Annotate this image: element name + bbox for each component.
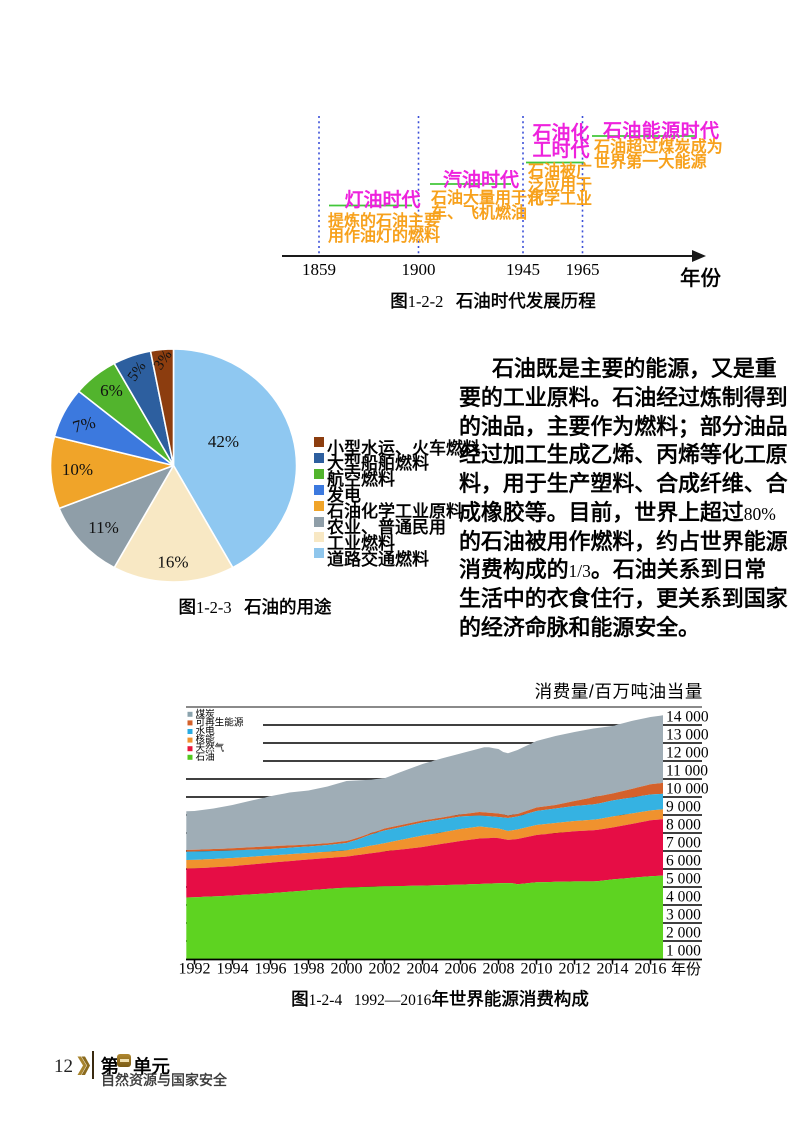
svg-text:8 000: 8 000 xyxy=(666,817,701,834)
svg-text:天然气: 天然气 xyxy=(196,742,225,754)
svg-text:核能: 核能 xyxy=(196,734,216,746)
svg-text:2002: 2002 xyxy=(369,961,401,978)
svg-text:1 000: 1 000 xyxy=(666,943,701,960)
svg-text:水电: 水电 xyxy=(196,725,216,737)
svg-text:42%: 42% xyxy=(208,432,239,451)
svg-text:6 000: 6 000 xyxy=(666,853,701,870)
svg-text:1994: 1994 xyxy=(217,961,249,978)
svg-text:13 000: 13 000 xyxy=(666,727,709,744)
svg-text:2012: 2012 xyxy=(559,961,591,978)
svg-text:2006: 2006 xyxy=(445,961,477,978)
svg-text:16%: 16% xyxy=(157,553,188,572)
svg-text:3 000: 3 000 xyxy=(666,907,701,924)
svg-text:可再生能源: 可再生能源 xyxy=(196,716,244,728)
svg-text:1996: 1996 xyxy=(255,961,287,978)
svg-text:2 000: 2 000 xyxy=(666,925,701,942)
svg-text:年份: 年份 xyxy=(671,961,701,978)
svg-text:2010: 2010 xyxy=(521,961,553,978)
svg-text:煤炭: 煤炭 xyxy=(196,708,216,720)
svg-text:2004: 2004 xyxy=(407,961,439,978)
svg-text:2014: 2014 xyxy=(597,961,629,978)
svg-text:11%: 11% xyxy=(88,518,119,537)
svg-text:4 000: 4 000 xyxy=(666,889,701,906)
svg-text:5 000: 5 000 xyxy=(666,871,701,888)
svg-text:2000: 2000 xyxy=(331,961,363,978)
svg-text:2008: 2008 xyxy=(483,961,515,978)
svg-text:14 000: 14 000 xyxy=(666,709,709,726)
svg-text:7 000: 7 000 xyxy=(666,835,701,852)
svg-text:石油: 石油 xyxy=(196,751,215,763)
svg-text:10%: 10% xyxy=(62,460,93,479)
svg-text:9 000: 9 000 xyxy=(666,799,701,816)
svg-text:12 000: 12 000 xyxy=(666,745,709,762)
svg-text:2016: 2016 xyxy=(635,961,667,978)
svg-text:消费量/百万吨油当量: 消费量/百万吨油当量 xyxy=(535,682,703,702)
svg-text:1992: 1992 xyxy=(179,961,211,978)
svg-text:10 000: 10 000 xyxy=(666,781,709,798)
svg-text:6%: 6% xyxy=(100,381,123,400)
svg-text:1998: 1998 xyxy=(293,961,325,978)
svg-text:11 000: 11 000 xyxy=(666,763,708,780)
